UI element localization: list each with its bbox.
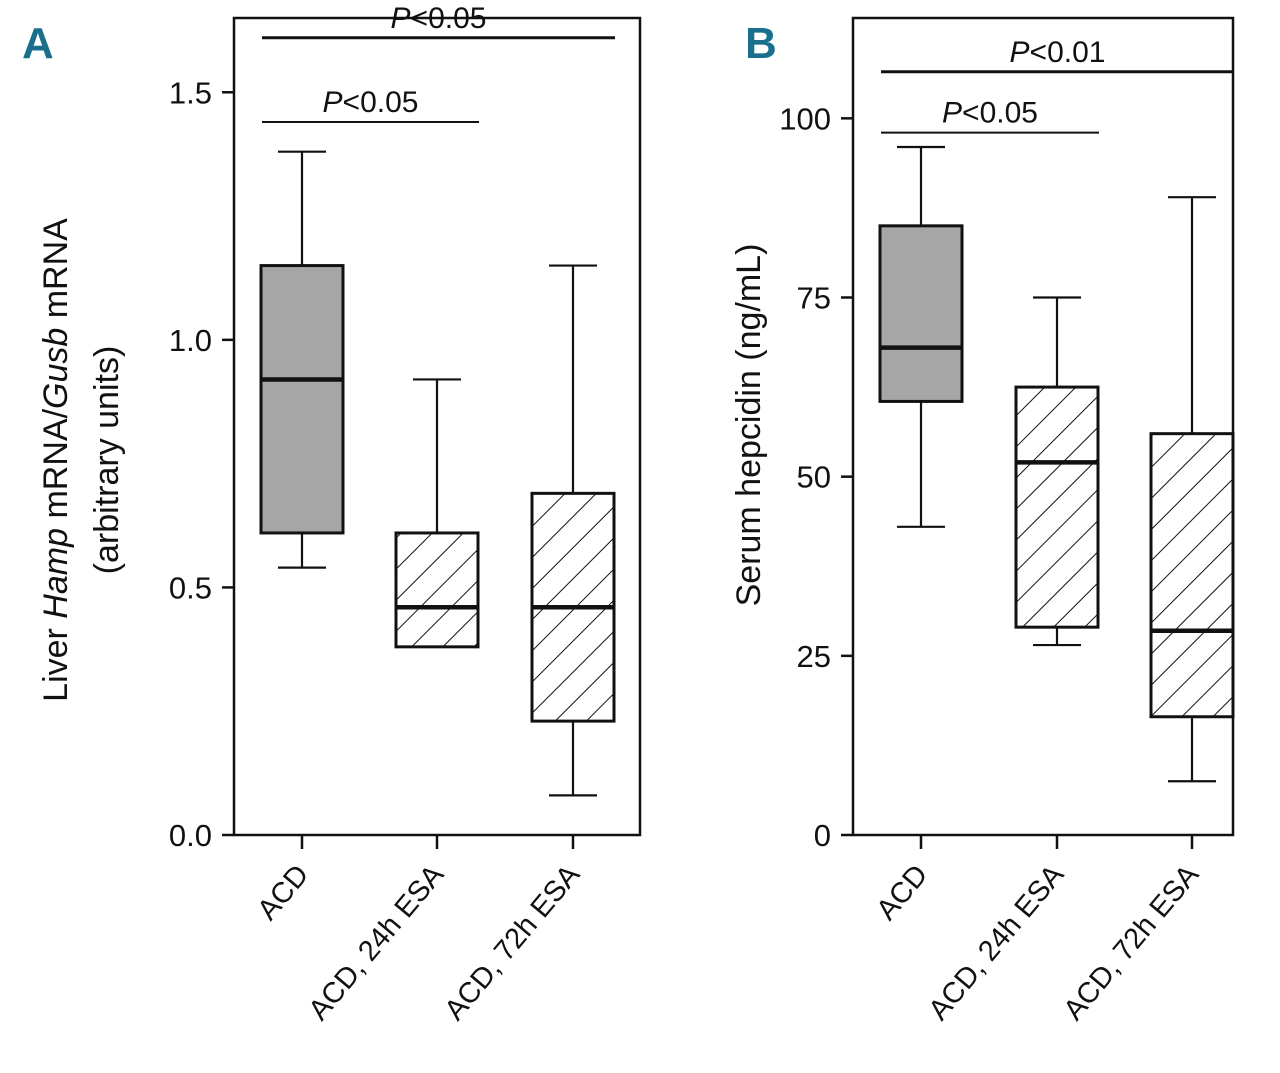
y-tick-label: 25	[797, 639, 831, 674]
box-3	[1149, 432, 1235, 719]
significance-p: P	[1010, 36, 1030, 69]
y-axis-label-part: Gusb	[37, 328, 75, 409]
x-category-label: ACD, 24h ESA	[923, 858, 1071, 1026]
x-category-label: ACD, 72h ESA	[1058, 858, 1206, 1026]
x-category-label: ACD, 24h ESA	[303, 858, 451, 1026]
panel-a: A 0.0 0.5 1.0 1.5 Liver Hamp mRNA/Gusb mRNA (a…	[22, 2, 642, 1026]
box-1	[878, 224, 964, 403]
y-axis-label: Liver Hamp mRNA/Gusb mRNA	[37, 218, 75, 702]
significance-p: P	[942, 97, 962, 130]
panel-letter: B	[745, 19, 777, 68]
significance-value: <0.05	[343, 86, 419, 119]
y-tick-label: 100	[779, 101, 831, 136]
significance-value: <0.01	[1030, 36, 1106, 69]
y-axis-label: Serum hepcidin (ng/mL)	[730, 244, 768, 607]
significance-label: P<0.01	[1010, 36, 1106, 69]
y-tick-label: 1.5	[169, 75, 212, 110]
y-axis-label-part: mRNA	[37, 218, 75, 328]
y-tick-label: 0	[814, 818, 831, 853]
y-tick-label: 50	[797, 460, 831, 495]
significance-label: P<0.05	[391, 2, 487, 35]
box-1	[259, 264, 345, 535]
significance-value: <0.05	[411, 2, 487, 35]
significance-label: P<0.05	[323, 86, 419, 119]
significance-p: P	[323, 86, 343, 119]
box-2	[1014, 385, 1100, 629]
panel-letter: A	[22, 19, 54, 68]
y-axis-label-part: Hamp	[37, 528, 75, 619]
x-category-label: ACD	[870, 859, 934, 926]
plot-frame	[851, 16, 1235, 837]
y-tick-label: 1.0	[169, 323, 212, 358]
y-axis-label-line2: (arbitrary units)	[88, 346, 126, 575]
y-tick-label: 75	[797, 281, 831, 316]
y-axis-label-part: mRNA/	[37, 408, 75, 528]
y-tick-label: 0.0	[169, 818, 212, 853]
significance-value: <0.05	[962, 97, 1038, 130]
significance-label: P<0.05	[942, 97, 1038, 130]
y-tick-label: 0.5	[169, 570, 212, 605]
significance-p: P	[391, 2, 411, 35]
box-2	[394, 531, 480, 649]
y-axis-label-part: Liver	[37, 619, 75, 702]
x-category-label: ACD	[251, 859, 315, 926]
x-category-label: ACD, 72h ESA	[439, 858, 587, 1026]
